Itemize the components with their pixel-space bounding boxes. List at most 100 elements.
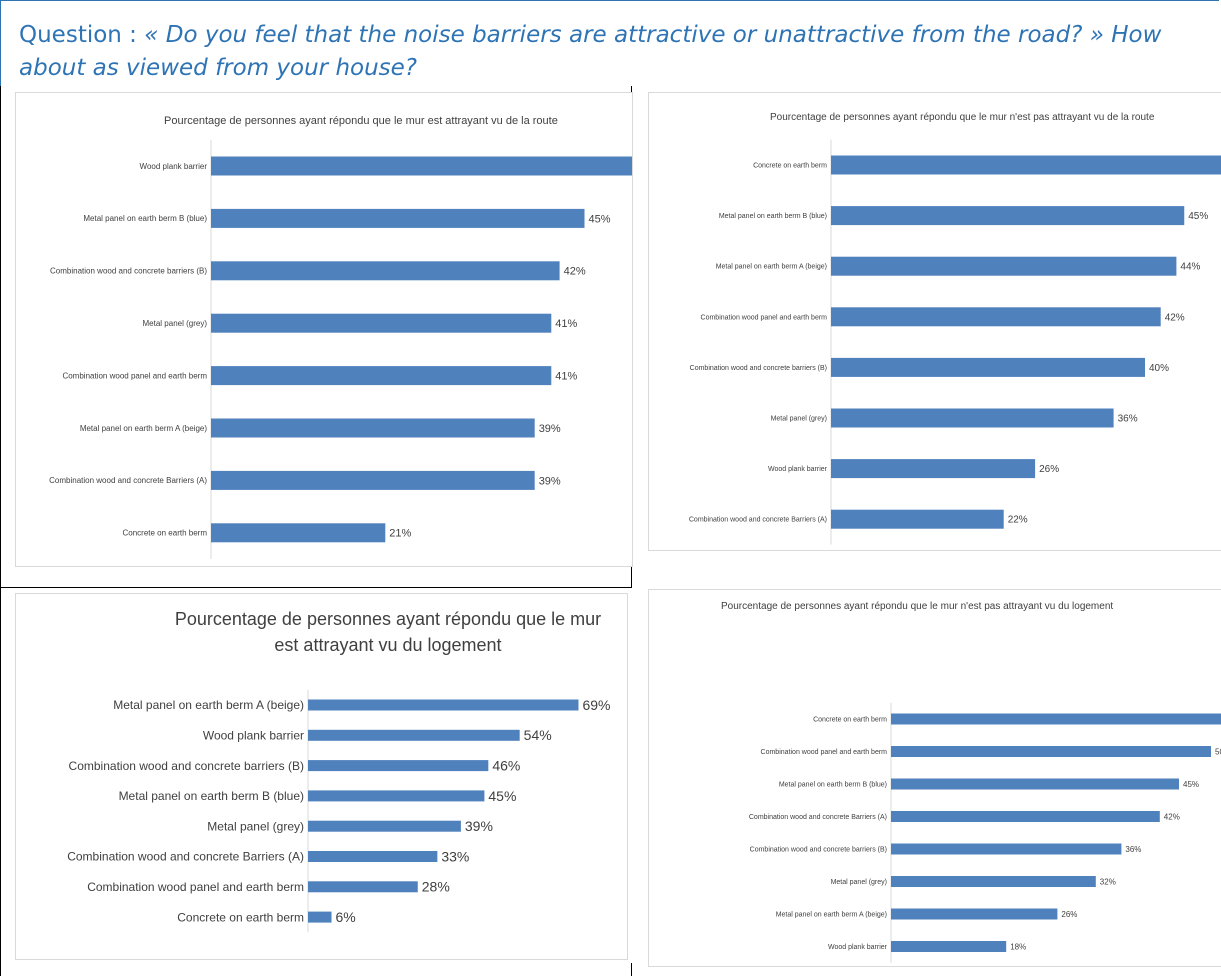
category-label: Metal panel on earth berm B (blue) [83, 214, 207, 223]
category-label: Metal panel (grey) [771, 415, 827, 422]
category-label: Combination wood panel and earth berm [87, 880, 304, 894]
category-label: Combination wood and concrete barriers (… [69, 759, 304, 773]
bar [831, 357, 1145, 377]
bar [308, 699, 579, 711]
value-label: 36% [1118, 414, 1138, 425]
value-label: 42% [1165, 312, 1185, 323]
bar [211, 156, 632, 176]
chart-road-unattractive: Pourcentage de personnes ayant répondu q… [648, 92, 1221, 551]
category-label: Concrete on earth berm [123, 529, 208, 538]
value-label: 22% [1008, 515, 1028, 526]
chart-road-attractive: Pourcentage de personnes ayant répondu q… [15, 92, 633, 567]
value-label: 45% [589, 213, 611, 225]
value-label: 42% [1164, 812, 1180, 821]
category-label: Metal panel on earth berm A (beige) [776, 911, 887, 918]
frame-line-mid-bottom [631, 963, 632, 976]
bar [831, 307, 1161, 327]
category-label: Metal panel (grey) [143, 319, 208, 328]
chart-house-unattractive: Pourcentage de personnes ayant répondu q… [648, 589, 1221, 967]
bar [831, 256, 1177, 276]
category-label: Metal panel on earth berm B (blue) [779, 781, 887, 788]
category-label: Wood plank barrier [768, 466, 828, 473]
value-label: 40% [1149, 363, 1169, 374]
value-label: 6% [336, 909, 356, 925]
category-label: Wood plank barrier [828, 944, 888, 951]
value-label: 39% [539, 423, 561, 435]
value-label: 26% [1039, 464, 1059, 475]
category-label: Concrete on earth berm [177, 910, 304, 924]
category-label: Metal panel (grey) [831, 879, 887, 886]
bar [831, 459, 1036, 479]
bar [891, 811, 1160, 822]
category-label: Concrete on earth berm [753, 162, 827, 169]
value-label: 32% [1100, 877, 1116, 886]
bar [211, 523, 386, 543]
bar [211, 418, 535, 438]
bar [891, 778, 1179, 790]
frame-line-row [0, 587, 632, 588]
category-label: Combination wood and concrete barriers (… [690, 365, 827, 372]
chart-house-attractive: Pourcentage de personnes ayant répondu q… [15, 593, 628, 960]
bar [308, 851, 438, 862]
value-label: 44% [1180, 262, 1200, 273]
value-label: 45% [488, 788, 516, 804]
category-label: Metal panel on earth berm A (beige) [113, 698, 304, 712]
value-label: 18% [1010, 942, 1026, 951]
question-text: « Do you feel that the noise barriers ar… [19, 22, 1162, 81]
category-label: Combination wood and concrete Barriers (… [689, 517, 827, 524]
category-label: Concrete on earth berm [813, 716, 887, 723]
value-label: 41% [555, 318, 577, 330]
bar [831, 408, 1114, 428]
chart-title: Pourcentage de personnes ayant répondu q… [770, 112, 1155, 123]
category-label: Wood plank barrier [203, 729, 304, 743]
bar [308, 790, 485, 802]
value-label: 36% [1125, 845, 1141, 854]
bar [831, 155, 1221, 175]
value-label: 21% [389, 528, 411, 540]
value-label: 54% [524, 727, 552, 743]
bar [891, 941, 1007, 952]
question-header: Question : « Do you feel that the noise … [0, 0, 1219, 86]
value-label: 45% [1188, 211, 1208, 222]
category-label: Combination wood and concrete Barriers (… [67, 850, 304, 864]
value-label: 39% [539, 475, 561, 487]
category-label: Combination wood panel and earth berm [701, 314, 828, 321]
category-label: Metal panel (grey) [207, 819, 304, 833]
value-label: 39% [465, 818, 493, 834]
category-label: Combination wood and concrete Barriers (… [49, 476, 207, 485]
value-label: 42% [564, 266, 586, 278]
bar [891, 746, 1211, 757]
category-label: Metal panel on earth berm B (blue) [719, 213, 827, 220]
value-label: 50% [1215, 747, 1221, 756]
chart-title: Pourcentage de personnes ayant répondu q… [175, 609, 601, 655]
value-label: 41% [555, 370, 577, 382]
bar [211, 366, 552, 386]
bar [891, 876, 1096, 887]
category-label: Combination wood panel and earth berm [62, 371, 207, 380]
bar [211, 261, 560, 281]
bar [308, 881, 418, 893]
category-label: Combination wood panel and earth berm [761, 749, 888, 756]
question-label: Question : [19, 22, 145, 48]
bar [211, 313, 552, 333]
category-label: Wood plank barrier [140, 162, 208, 171]
category-label: Metal panel on earth berm A (beige) [716, 264, 827, 271]
category-label: Combination wood and concrete barriers (… [50, 267, 207, 276]
bar [308, 820, 461, 832]
bar [891, 843, 1122, 855]
bar [891, 713, 1221, 725]
value-label: 26% [1061, 910, 1077, 919]
category-label: Metal panel on earth berm B (blue) [119, 789, 304, 803]
chart-title: Pourcentage de personnes ayant répondu q… [721, 601, 1113, 612]
bar [831, 206, 1185, 226]
category-label: Metal panel on earth berm A (beige) [80, 424, 208, 433]
bar [211, 470, 535, 490]
bar [211, 208, 585, 228]
bar [308, 760, 489, 772]
value-label: 46% [492, 758, 520, 774]
bar [308, 729, 520, 741]
value-label: 33% [441, 848, 469, 864]
chart-title: Pourcentage de personnes ayant répondu q… [164, 115, 558, 127]
bar [831, 509, 1004, 529]
value-label: 28% [422, 879, 450, 895]
